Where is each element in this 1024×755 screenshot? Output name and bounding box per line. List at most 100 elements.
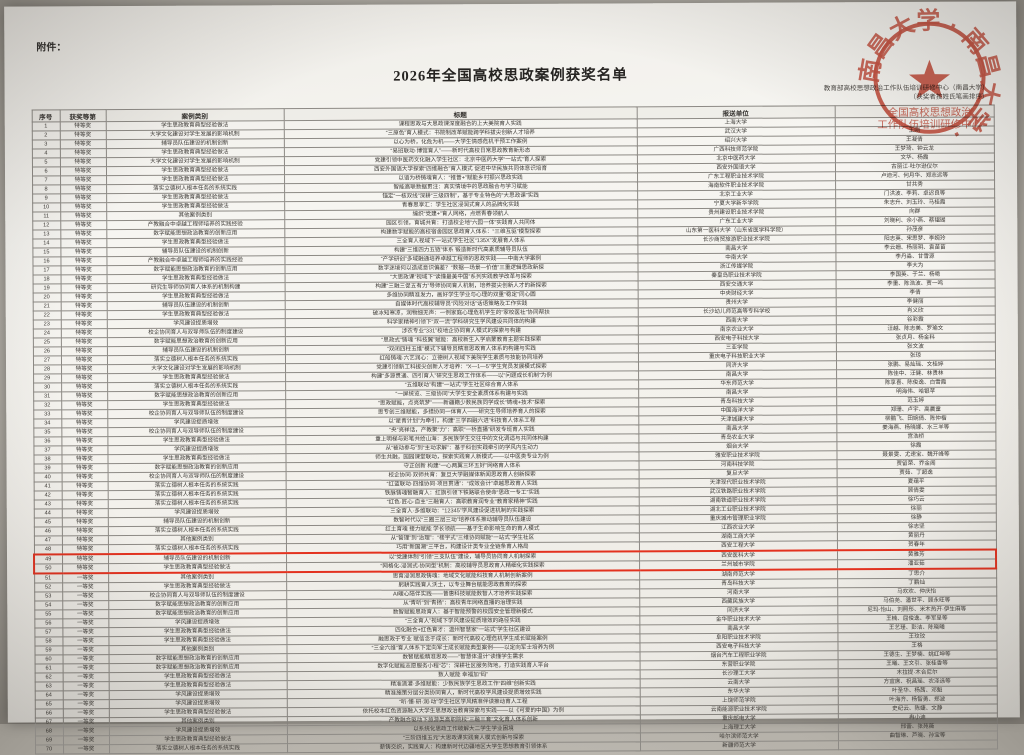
cell-index: 68: [34, 726, 63, 737]
table-body: 1 特等奖 学生思政教育典型经验做法 课程思政与大思政课深度融合的上大美院育人实…: [31, 116, 998, 755]
cell-index: 6: [31, 166, 61, 177]
cell-index: 33: [33, 409, 62, 420]
cell-index: 39: [33, 463, 62, 474]
cell-index: 67: [34, 717, 63, 728]
cell-index: 4: [31, 148, 60, 159]
cell-index: 38: [33, 454, 62, 465]
cell-index: 65: [34, 699, 63, 710]
cell-award: 特等奖: [61, 463, 108, 473]
cell-index: 62: [34, 672, 63, 683]
cell-index: 50: [34, 563, 63, 574]
cell-award: 特等奖: [60, 202, 107, 212]
cell-award: 特等奖: [59, 157, 106, 167]
cell-index: 41: [33, 481, 62, 492]
cell-index: 69: [34, 735, 63, 746]
cell-index: 42: [33, 490, 62, 501]
cell-unit: 新疆师范大学: [639, 740, 839, 751]
cell-index: 26: [32, 346, 61, 357]
cell-award: 特等奖: [61, 427, 108, 437]
cell-award: 特等奖: [61, 535, 108, 545]
cell-index: 43: [33, 499, 62, 510]
cell-index: 63: [34, 681, 63, 692]
cell-index: 8: [32, 184, 61, 195]
cell-award: 特等奖: [61, 436, 108, 446]
cell-index: 30: [33, 382, 62, 393]
cell-award: 一等奖: [62, 618, 109, 628]
cell-index: 57: [34, 627, 63, 638]
cell-award: 特等奖: [60, 346, 107, 356]
cell-index: 70: [34, 744, 64, 755]
issuer-lines: 教育部高校思想政治工作队伍培训研修中心（南昌大学） （获奖者按姓氏笔画排序）: [824, 84, 989, 103]
cell-index: 58: [34, 636, 63, 647]
cell-award: 特等奖: [60, 256, 107, 266]
cell-index: 13: [32, 229, 61, 240]
cell-award: 特等奖: [60, 283, 107, 293]
cell-award: 特等奖: [60, 274, 107, 284]
cell-title: 薪铸交织，实践育人：构建新时代边疆地区大学生思想教育引领体系: [286, 741, 641, 753]
cell-award: 特等奖: [59, 166, 107, 176]
cell-award: 一等奖: [62, 717, 109, 727]
cell-index: 28: [33, 364, 62, 375]
cell-index: 21: [32, 301, 61, 312]
cell-index: 7: [32, 175, 61, 186]
cell-index: 9: [32, 193, 61, 204]
cell-award: 特等奖: [61, 517, 108, 527]
issuer-line-2: （获奖者按姓氏笔画排序）: [909, 93, 989, 101]
cell-index: 34: [33, 418, 62, 429]
cell-award: 特等奖: [60, 292, 107, 302]
cell-award: 一等奖: [62, 636, 109, 646]
cell-index: 14: [32, 238, 61, 249]
cell-award: 一等奖: [62, 708, 109, 718]
cell-award: 特等奖: [61, 418, 108, 428]
cell-award: 特等奖: [61, 526, 108, 536]
cell-index: 51: [34, 573, 63, 584]
cell-index: 10: [32, 202, 61, 213]
cell-award: 特等奖: [60, 229, 107, 239]
cell-award: 一等奖: [62, 600, 109, 610]
cell-award: 一等奖: [62, 627, 109, 637]
cell-index: 64: [34, 690, 63, 701]
cell-index: 49: [34, 554, 63, 565]
cell-award: 一等奖: [62, 672, 109, 682]
cell-index: 23: [32, 319, 61, 330]
cell-index: 18: [32, 274, 61, 285]
scanned-document-sheet: 附件： 2026年全国高校思政案例获奖名单 教育部高校思想政治工作队伍培训研修中…: [4, 1, 1020, 755]
cell-award: 特等奖: [60, 328, 107, 338]
cell-award: 特等奖: [60, 175, 107, 185]
cell-award: 特等奖: [61, 499, 108, 509]
cell-index: 3: [31, 139, 60, 150]
header-cell-index: 序号: [31, 109, 60, 123]
cell-index: 19: [32, 283, 61, 294]
cell-award: 特等奖: [61, 382, 108, 392]
cell-award: 特等奖: [61, 454, 108, 464]
cell-award: 一等奖: [62, 645, 109, 655]
cell-award: 特等奖: [60, 211, 107, 221]
cell-index: 52: [34, 582, 63, 593]
cell-index: 61: [34, 663, 63, 674]
cell-award: 特等奖: [61, 472, 108, 482]
cell-award: 一等奖: [62, 726, 109, 736]
cell-index: 36: [33, 436, 62, 447]
attachment-label: 附件：: [36, 42, 67, 54]
cell-award: 特等奖: [60, 238, 107, 248]
header-cell-award: 获奖等第: [59, 109, 106, 122]
cell-index: 66: [34, 708, 63, 719]
cell-index: 35: [33, 427, 62, 438]
cell-award: 特等奖: [59, 148, 106, 158]
cell-index: 27: [32, 355, 62, 366]
cell-award: 特等奖: [59, 139, 106, 149]
cell-index: 29: [33, 373, 62, 384]
cell-award: 特等奖: [60, 184, 107, 194]
cell-index: 48: [33, 544, 63, 555]
cell-award: 一等奖: [62, 681, 109, 691]
cell-index: 20: [32, 292, 61, 303]
cell-category: 落实立德树人根本任务的系统实践: [108, 743, 288, 754]
cell-award: 一等奖: [62, 609, 109, 619]
cell-award: 一等奖: [62, 744, 110, 754]
header-cell-unit: 报送单位: [636, 105, 835, 119]
cell-award: 特等奖: [61, 508, 108, 518]
cell-award: 一等奖: [62, 663, 109, 673]
cell-index: 47: [33, 535, 62, 546]
cell-award: 特等奖: [59, 121, 106, 131]
award-table-wrap: 序号 获奖等第 案例类别 标题 报送单位 1 特等奖 学生思政教育典型经验做法 …: [31, 104, 998, 755]
